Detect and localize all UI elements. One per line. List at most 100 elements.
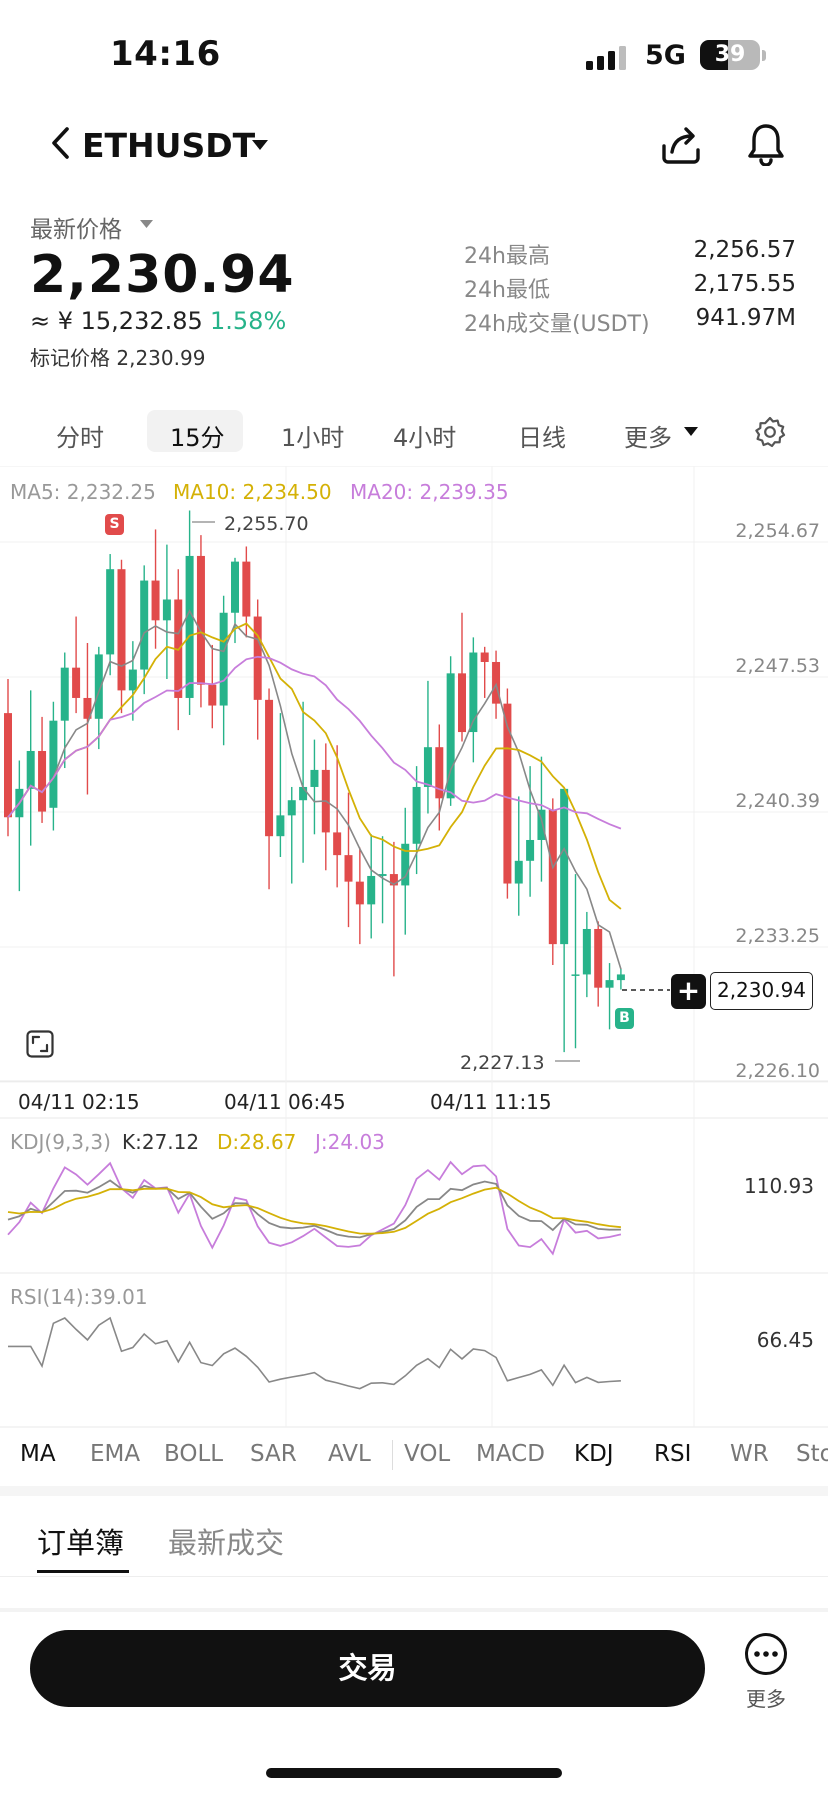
- candle-body: [469, 652, 478, 733]
- candlestick-chart[interactable]: [0, 466, 828, 1428]
- stat-high-label: 24h最高: [464, 244, 550, 269]
- network-type: 5G: [645, 40, 686, 71]
- candle-body: [412, 786, 421, 844]
- low-annotation: 2,227.13: [460, 1052, 545, 1074]
- kdj-j-value: J:24.03: [315, 1130, 385, 1154]
- stat-high-value: 2,256.57: [693, 237, 796, 263]
- candle-body: [446, 673, 455, 799]
- back-arrow-icon[interactable]: [50, 126, 72, 160]
- candle-body: [435, 747, 444, 799]
- indicator-kdj[interactable]: KDJ: [574, 1441, 614, 1467]
- caret-down-icon[interactable]: [140, 220, 153, 228]
- pair-title[interactable]: ETHUSDT: [82, 126, 256, 165]
- share-icon[interactable]: [660, 124, 702, 166]
- candle-body: [503, 703, 512, 884]
- candle-body: [458, 673, 466, 733]
- candle-body: [151, 580, 160, 621]
- tab-4h[interactable]: 4小时: [393, 424, 457, 452]
- cny-price: ≈ ¥ 15,232.85: [30, 307, 203, 335]
- battery-cap: [762, 50, 766, 61]
- change-percent: 1.58%: [210, 307, 287, 335]
- candle-body: [287, 800, 296, 816]
- kdj-j-line: [7, 1160, 622, 1256]
- indicator-ema[interactable]: EMA: [90, 1441, 141, 1467]
- battery-percent: 39: [714, 42, 746, 67]
- trade-button[interactable]: 交易: [30, 1630, 705, 1707]
- tab-15m[interactable]: 15分: [170, 424, 225, 452]
- buy-marker[interactable]: B: [615, 1008, 634, 1029]
- stat-volume-value: 941.97M: [695, 305, 796, 331]
- indicator-boll[interactable]: BOLL: [164, 1441, 224, 1467]
- tab-1d[interactable]: 日线: [518, 424, 566, 452]
- candle-body: [571, 974, 580, 976]
- candle-body: [514, 860, 523, 884]
- rsi-line: [8, 1316, 621, 1390]
- y-axis-label: 2,226.10: [735, 1060, 820, 1082]
- stat-volume-label: 24h成交量(USDT): [464, 312, 650, 337]
- ma5-legend: MA5: 2,232.25: [10, 480, 156, 504]
- indicator-divider: [392, 1440, 393, 1470]
- indicator-macd[interactable]: MACD: [476, 1441, 545, 1467]
- cellular-signal-icon: [586, 46, 626, 70]
- rsi-max-label: 66.45: [756, 1328, 814, 1352]
- candle-body: [196, 555, 205, 685]
- more-label[interactable]: 更多: [746, 1687, 786, 1711]
- tab-timeshare[interactable]: 分时: [56, 424, 104, 452]
- indicator-sar[interactable]: SAR: [250, 1441, 297, 1467]
- candle-body: [72, 667, 81, 698]
- indicator-avl[interactable]: AVL: [328, 1441, 371, 1467]
- stat-low-value: 2,175.55: [693, 271, 796, 297]
- last-price-tag: 2,230.94: [710, 972, 813, 1010]
- section-separator: [0, 1608, 828, 1612]
- candle-body: [492, 661, 501, 704]
- candle-body: [378, 874, 387, 876]
- y-axis-label: 2,233.25: [735, 925, 820, 947]
- tab-order-book[interactable]: 订单簿: [37, 1526, 125, 1560]
- candle-body: [242, 561, 251, 617]
- x-axis-label: 04/11 02:15: [18, 1090, 140, 1114]
- sell-marker[interactable]: S: [105, 514, 124, 535]
- candle-body: [355, 881, 364, 905]
- indicator-rsi[interactable]: RSI: [654, 1441, 692, 1467]
- fullscreen-icon[interactable]: [26, 1030, 54, 1058]
- candle-body: [26, 750, 35, 789]
- y-axis-label: 2,240.39: [735, 790, 820, 812]
- kdj-d-value: D:28.67: [217, 1130, 297, 1154]
- home-indicator[interactable]: [266, 1768, 562, 1778]
- tab-more[interactable]: 更多: [624, 424, 672, 452]
- candle-body: [128, 669, 137, 691]
- candle-body: [208, 684, 217, 706]
- section-separator: [0, 1486, 828, 1496]
- candle-body: [83, 697, 92, 719]
- indicator-sto[interactable]: Sto: [796, 1441, 828, 1467]
- indicator-wr[interactable]: WR: [730, 1441, 769, 1467]
- add-order-button[interactable]: +: [671, 974, 706, 1009]
- latest-price-label[interactable]: 最新价格: [30, 217, 122, 243]
- candle-body: [38, 750, 47, 812]
- kdj-k-value: K:27.12: [122, 1130, 200, 1154]
- candle-body: [616, 974, 625, 981]
- bell-icon[interactable]: [746, 122, 786, 166]
- ma5-line: [7, 609, 622, 970]
- candle-body: [594, 928, 603, 988]
- high-annotation: 2,255.70: [224, 513, 309, 535]
- candle-body: [185, 555, 194, 698]
- kdj-k-line: [7, 1179, 621, 1239]
- caret-down-icon[interactable]: [684, 427, 698, 436]
- tab-latest-trades[interactable]: 最新成交: [168, 1526, 285, 1560]
- candle-body: [117, 569, 126, 691]
- indicator-vol[interactable]: VOL: [404, 1441, 451, 1467]
- y-axis-label: 2,254.67: [735, 520, 820, 542]
- candle-body: [344, 855, 353, 882]
- x-axis-label: 04/11 06:45: [224, 1090, 346, 1114]
- gear-icon[interactable]: [754, 416, 786, 448]
- candle-body: [299, 786, 308, 801]
- last-price: 2,230.94: [30, 245, 295, 305]
- caret-down-icon[interactable]: [252, 140, 268, 150]
- indicator-ma[interactable]: MA: [20, 1441, 56, 1467]
- candle-body: [560, 788, 569, 945]
- kdj-d-line: [7, 1186, 621, 1235]
- candle-body: [548, 809, 557, 945]
- tab-1h[interactable]: 1小时: [281, 424, 345, 452]
- more-icon[interactable]: [744, 1632, 788, 1676]
